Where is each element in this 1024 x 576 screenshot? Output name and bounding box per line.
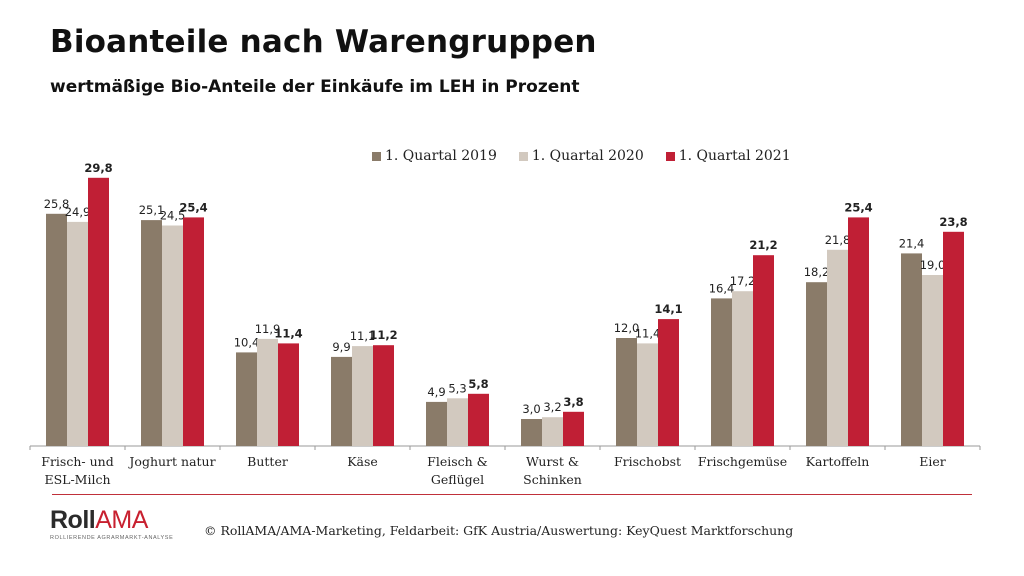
bar — [827, 249, 848, 446]
data-label: 4,9 — [427, 385, 445, 399]
data-label: 25,4 — [844, 200, 872, 214]
x-tick-label: Wurst & — [526, 454, 579, 469]
data-label: 9,9 — [332, 340, 350, 354]
bar — [236, 352, 257, 446]
legend-label-2020: 1. Quartal 2020 — [531, 148, 644, 164]
legend-swatch-2020 — [518, 151, 528, 161]
chart-subtitle: wertmäßige Bio-Anteile der Einkäufe im L… — [50, 77, 580, 97]
bar — [183, 217, 204, 446]
legend-item-2020: 1. Quartal 2020 — [518, 148, 644, 164]
x-tick-label: Käse — [347, 454, 378, 469]
x-tick-label: Joghurt natur — [127, 454, 215, 469]
bar — [658, 319, 679, 446]
bar — [373, 345, 394, 446]
data-label: 21,8 — [825, 233, 851, 247]
x-tick-label: Butter — [247, 454, 288, 469]
footer-divider — [52, 494, 972, 495]
data-label: 3,0 — [522, 402, 540, 416]
bar — [711, 298, 732, 446]
data-label: 11,4 — [635, 326, 661, 340]
bar — [806, 282, 827, 446]
bar — [542, 417, 563, 446]
data-label: 11,4 — [274, 326, 302, 340]
data-label: 12,0 — [614, 321, 640, 335]
bar — [141, 220, 162, 446]
bar — [563, 411, 584, 446]
bar — [46, 213, 67, 446]
bar — [352, 346, 373, 446]
bar — [753, 255, 774, 446]
data-label: 11,2 — [369, 328, 397, 342]
x-tick-label: Geflügel — [431, 472, 484, 487]
bar — [278, 343, 299, 446]
legend-item-2021: 1. Quartal 2021 — [665, 148, 791, 164]
data-label: 11,9 — [255, 322, 281, 336]
data-label: 5,8 — [468, 377, 488, 391]
x-tick-label: Frischgemüse — [698, 454, 787, 469]
source-note: © RollAMA/AMA-Marketing, Feldarbeit: GfK… — [204, 523, 794, 538]
logo-roll: Roll — [50, 506, 96, 534]
data-label: 5,3 — [448, 381, 466, 395]
legend-label-2019: 1. Quartal 2019 — [385, 148, 497, 164]
bar — [88, 177, 109, 447]
data-label: 25,4 — [179, 200, 207, 214]
bar — [257, 338, 278, 446]
data-label: 17,2 — [730, 274, 756, 288]
logo-tagline: ROLLIERENDE AGRARMARKT-ANALYSE — [50, 535, 174, 541]
data-label: 21,4 — [899, 236, 925, 250]
legend-item-2019: 1. Quartal 2019 — [372, 148, 497, 164]
bar — [732, 291, 753, 446]
legend-label-2021: 1. Quartal 2021 — [678, 148, 791, 164]
data-label: 29,8 — [84, 161, 112, 175]
bar — [616, 338, 637, 446]
logo-ama: AMA — [95, 506, 148, 534]
bar — [447, 398, 468, 446]
data-label: 11,1 — [350, 329, 376, 343]
bar — [67, 221, 88, 446]
data-label: 10,4 — [234, 335, 260, 349]
rollama-logo: RollAMA ROLLIERENDE AGRARMARKT-ANALYSE — [50, 508, 174, 542]
bar — [922, 275, 943, 446]
data-label: 16,4 — [709, 281, 735, 295]
bar — [901, 253, 922, 446]
x-tick-label: Eier — [919, 454, 946, 469]
logo-wordmark: RollAMA — [50, 508, 173, 533]
bar — [848, 217, 869, 446]
legend-swatch-2019 — [372, 151, 381, 161]
x-tick-label: ESL-Milch — [44, 472, 110, 487]
bar — [162, 225, 183, 446]
data-label: 3,8 — [563, 395, 583, 409]
data-label: 24,9 — [65, 205, 91, 219]
data-label: 21,2 — [749, 238, 777, 252]
x-tick-label: Frisch- und — [41, 454, 113, 469]
data-label: 25,1 — [139, 203, 165, 217]
data-label: 18,2 — [804, 265, 830, 279]
x-tick-label: Fleisch & — [427, 454, 488, 469]
bar — [637, 343, 658, 446]
x-tick-label: Schinken — [523, 472, 582, 487]
bar — [426, 401, 447, 446]
data-label: 25,8 — [44, 197, 70, 211]
bar — [331, 356, 352, 446]
legend: 1. Quartal 2019 1. Quartal 2020 1. Quart… — [372, 148, 791, 164]
data-label: 24,5 — [160, 209, 186, 223]
chart-title: Bioanteile nach Warengruppen — [50, 24, 597, 60]
bar — [468, 393, 489, 446]
legend-swatch-2021 — [665, 151, 675, 161]
bar — [521, 419, 542, 446]
data-label: 3,2 — [543, 400, 561, 414]
data-label: 23,8 — [939, 215, 967, 229]
x-tick-label: Kartoffeln — [806, 454, 870, 469]
x-tick-label: Frischobst — [614, 454, 681, 469]
data-label: 14,1 — [654, 302, 682, 316]
data-label: 19,0 — [920, 258, 946, 272]
bar — [943, 231, 964, 446]
